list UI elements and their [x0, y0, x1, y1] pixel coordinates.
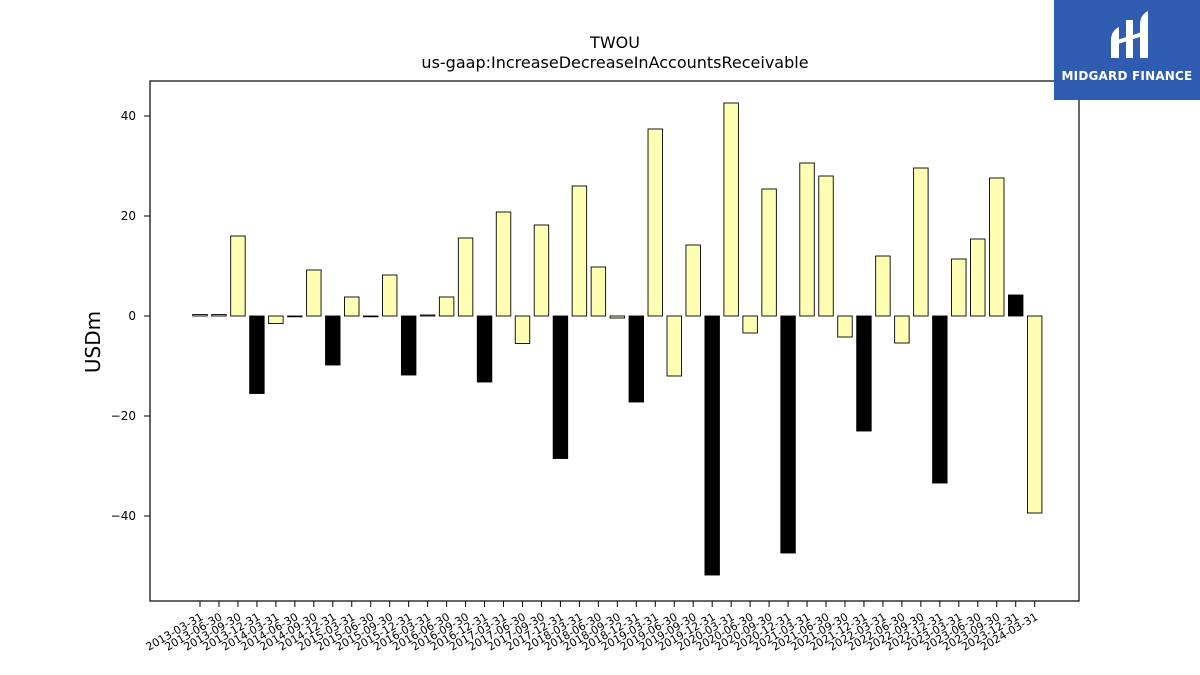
bar-2017-06-30	[514, 315, 531, 344]
bar-2016-03-31	[419, 314, 436, 317]
bar-2022-12-31	[932, 315, 948, 484]
bar-2017-12-31	[552, 315, 569, 459]
y-tick-label: 40	[121, 109, 136, 123]
bar-2013-12-31	[249, 315, 265, 394]
bar-2021-12-31	[856, 315, 872, 432]
plot-frame	[149, 80, 1080, 602]
bar-2015-03-31	[344, 296, 360, 317]
bar-2022-06-30	[894, 315, 910, 344]
bar-2020-09-30	[761, 188, 777, 317]
chart-title: TWOU	[589, 33, 640, 52]
logo-text: MIDGARD FINANCE	[1061, 69, 1193, 83]
bar-2015-12-31	[400, 315, 417, 376]
bar-2023-09-30	[989, 177, 1005, 317]
y-axis-label: USDm	[81, 311, 105, 373]
y-axis-ticks: −40 −20 0 20 40	[111, 109, 150, 523]
bar-2019-06-30	[666, 315, 682, 377]
y-tick-label: −20	[111, 409, 136, 423]
bar-2015-09-30	[382, 274, 398, 317]
bar-2020-03-31	[723, 102, 739, 317]
bar-2014-03-31	[268, 315, 284, 324]
bar-2023-03-31	[951, 258, 967, 317]
brand-logo: MIDGARD FINANCE	[1054, 0, 1200, 100]
bar-2019-09-30	[685, 244, 701, 317]
bar-2021-06-30	[818, 175, 834, 317]
bar-2018-12-31	[628, 315, 645, 403]
bar-2019-03-31	[647, 128, 663, 317]
bar-2019-12-31	[704, 315, 720, 576]
bar-2020-06-30	[742, 315, 758, 334]
bar-2022-09-30	[913, 167, 929, 317]
midgard-logo-icon	[1111, 11, 1148, 58]
bar-2013-03-31	[192, 314, 208, 317]
bar-2018-06-30	[590, 266, 607, 317]
y-tick-label: −40	[111, 509, 136, 523]
bar-2018-03-31	[571, 185, 588, 317]
y-tick-label: 20	[121, 209, 136, 223]
bar-2017-09-30	[533, 224, 550, 317]
bar-2016-12-31	[476, 315, 493, 383]
bar-2023-06-30	[970, 238, 986, 317]
bar-2020-12-31	[780, 315, 796, 554]
bar-2017-03-31	[495, 211, 512, 317]
bar-2014-06-30	[287, 315, 303, 318]
chart-subtitle: us-gaap:IncreaseDecreaseInAccountsReceiv…	[421, 53, 808, 72]
bar-2021-09-30	[837, 315, 853, 338]
bar-2014-12-31	[325, 315, 341, 366]
y-tick-label: 0	[128, 309, 136, 323]
bar-2014-09-30	[306, 269, 322, 317]
bar-2015-06-30	[363, 315, 379, 318]
bar-2013-09-30	[230, 235, 246, 317]
x-axis-ticks: 2013-03-312013-06-302013-09-302013-12-31…	[144, 601, 1040, 654]
bar-2023-12-31	[1008, 294, 1024, 317]
bar-2013-06-30	[211, 314, 227, 317]
bar-2021-03-31	[799, 162, 815, 317]
bar-2016-09-30	[457, 237, 474, 317]
bar-2018-09-30	[609, 315, 626, 319]
bar-2022-03-31	[875, 255, 891, 317]
bar-2016-06-30	[438, 296, 455, 317]
bars-group	[192, 102, 1043, 576]
bar-2024-03-31	[1026, 315, 1043, 514]
